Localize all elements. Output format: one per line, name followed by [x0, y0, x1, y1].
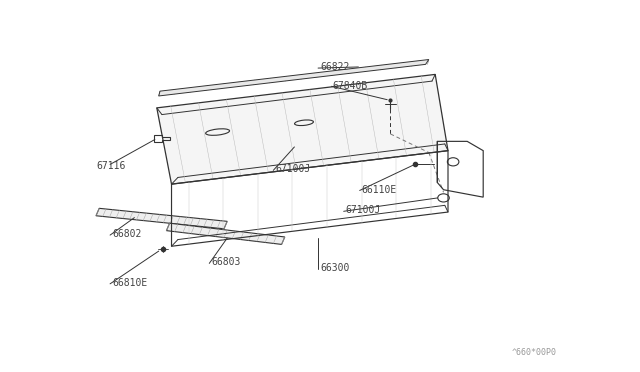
Polygon shape [166, 223, 285, 244]
Text: 67116: 67116 [96, 161, 125, 170]
Text: ^660*00P0: ^660*00P0 [512, 348, 557, 357]
Text: 66110E: 66110E [362, 185, 397, 195]
Polygon shape [157, 74, 448, 184]
Text: 67100J: 67100J [275, 164, 310, 174]
Polygon shape [159, 60, 429, 96]
Text: 67840B: 67840B [333, 81, 368, 90]
Text: 66810E: 66810E [112, 278, 147, 288]
Text: 66300: 66300 [320, 263, 349, 273]
Text: 66803: 66803 [211, 257, 241, 267]
Text: 66802: 66802 [112, 230, 141, 239]
Polygon shape [96, 208, 227, 229]
Text: 67100J: 67100J [346, 205, 381, 215]
Text: 66822: 66822 [320, 62, 349, 72]
